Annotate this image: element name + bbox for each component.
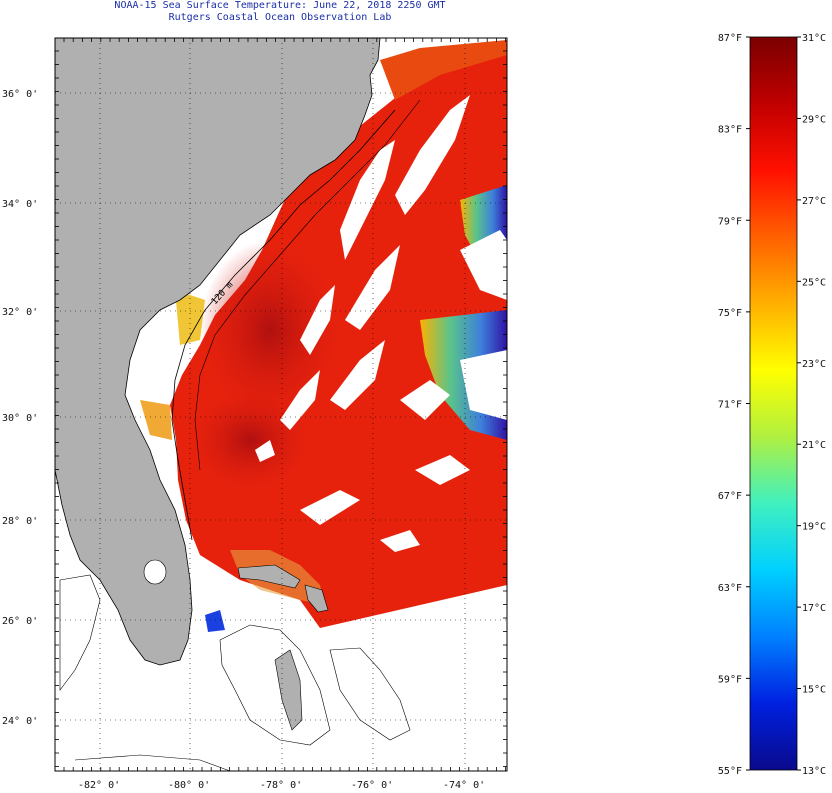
map-ticks [55,38,507,771]
grand-bahama [237,564,301,589]
map-frame [54,37,508,772]
lat-label: 28° 0' [2,516,38,527]
lat-label: 36° 0' [2,89,38,100]
sst-north-strip [380,40,507,100]
bank-contour-4 [74,754,231,772]
colorbar-f-label: 67°F [718,491,742,502]
lon-label: -82° 0' [78,780,120,791]
lake-okeechobee [143,559,167,585]
abaco-island [304,584,329,613]
colorbar-c-label: 13°C [802,766,826,777]
contour-deep [194,99,421,471]
cool-patch-4 [140,400,172,440]
colorbar-scale [749,36,798,771]
colorbar-c-label: 23°C [802,359,826,370]
colorbar-c-label: 27°C [802,196,826,207]
celsius-labels: 31°C 29°C 27°C 25°C 23°C 21°C 19°C 17°C 15°C 13°C [797,33,826,777]
warm-core-south [190,390,310,490]
temperature-colorbar: 87°F 83°F 79°F 75°F 71°F 67°F 63°F 59°F 55°F 31°… [718,33,826,777]
colorbar-c-label: 25°C [802,277,826,288]
bank-contour-2 [329,647,411,741]
colorbar-f-label: 83°F [718,125,742,136]
colorbar-c-label: 31°C [802,33,826,44]
cool-patch-5 [205,610,225,632]
fahrenheit-labels: 87°F 83°F 79°F 75°F 71°F 67°F 63°F 59°F 55°F [718,33,750,777]
colorbar-c-label: 29°C [802,114,826,125]
lon-label: -74° 0' [443,780,485,791]
cloud-cover [255,95,507,552]
lon-label: -76° 0' [351,780,393,791]
bank-contour-1 [219,624,331,746]
colorbar-f-label: 59°F [718,674,742,685]
colorbar-c-label: 21°C [802,440,826,451]
colorbar-c-label: 19°C [802,522,826,533]
lon-axis: -82° 0' -80° 0' -78° 0' -76° 0' -74° 0' [78,780,485,791]
colorbar-f-label: 87°F [718,33,742,44]
lon-label: -80° 0' [168,780,210,791]
lat-label: 32° 0' [2,307,38,318]
lat-axis: 36° 0' 34° 0' 32° 0' 30° 0' 28° 0' 26° 0… [2,89,38,727]
landmass-us [54,37,381,666]
sst-map: 120 m 36° 0' 34° 0' 32° 0' 30° 0' 28° 0'… [2,37,508,791]
colorbar-c-label: 17°C [802,603,826,614]
map-title: NOAA-15 Sea Surface Temperature: June 22… [114,0,446,11]
warm-core [200,240,340,420]
bank-contour-3 [59,574,101,691]
map-subtitle: Rutgers Coastal Ocean Observation Lab [168,12,392,23]
lat-label: 24° 0' [2,716,38,727]
andros-island [274,649,303,731]
colorbar-f-label: 79°F [718,216,742,227]
colorbar-f-label: 75°F [718,308,742,319]
cool-patch-3 [175,290,205,345]
lat-label: 26° 0' [2,616,38,627]
lat-label: 34° 0' [2,199,38,210]
contour-120m [171,109,396,541]
colorbar-f-label: 63°F [718,583,742,594]
lon-label: -78° 0' [260,780,302,791]
colorbar-f-label: 55°F [718,766,742,777]
lat-label: 30° 0' [2,413,38,424]
grid [55,38,507,771]
colorbar-f-label: 71°F [718,400,742,411]
colorbar-c-label: 15°C [802,685,826,696]
